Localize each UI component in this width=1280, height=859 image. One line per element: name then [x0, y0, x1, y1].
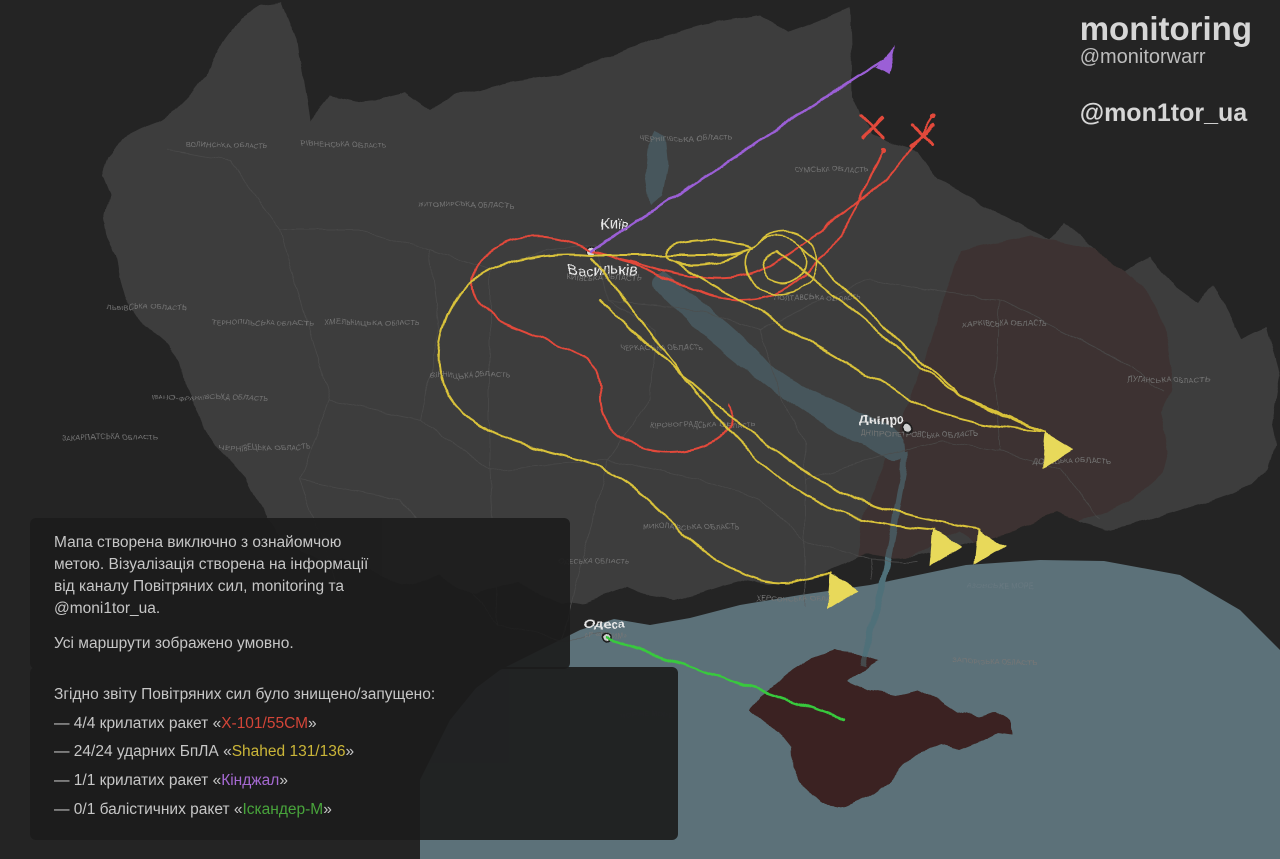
svg-text:АЗОВСЬКЕ МОРЕ: АЗОВСЬКЕ МОРЕ	[966, 581, 1035, 590]
svg-text:ЛУГАНСЬКА ОБЛАСТЬ: ЛУГАНСЬКА ОБЛАСТЬ	[1127, 375, 1209, 384]
svg-text:Одеса: Одеса	[585, 616, 625, 631]
svg-text:ІВАНО-ФРАНКІВСЬКА ОБЛАСТЬ: ІВАНО-ФРАНКІВСЬКА ОБЛАСТЬ	[152, 393, 268, 402]
svg-text:Дніпро: Дніпро	[860, 412, 905, 427]
svg-text:МИКОЛАЇВСЬКА ОБЛАСТЬ: МИКОЛАЇВСЬКА ОБЛАСТЬ	[643, 522, 740, 531]
svg-text:ТЕРНОПІЛЬСЬКА ОБЛАСТЬ: ТЕРНОПІЛЬСЬКА ОБЛАСТЬ	[211, 318, 312, 327]
svg-text:КІРОВОГРАДСЬКА ОБЛАСТЬ: КІРОВОГРАДСЬКА ОБЛАСТЬ	[650, 420, 755, 429]
svg-text:ЖИТОМИРСЬКА ОБЛАСТЬ: ЖИТОМИРСЬКА ОБЛАСТЬ	[416, 200, 513, 209]
svg-text:Київ: Київ	[600, 217, 629, 234]
svg-text:ЗАКАРПАТСЬКА ОБЛАСТЬ: ЗАКАРПАТСЬКА ОБЛАСТЬ	[62, 433, 159, 442]
svg-text:ЧЕРНІГІВСЬКА ОБЛАСТЬ: ЧЕРНІГІВСЬКА ОБЛАСТЬ	[640, 134, 732, 143]
svg-text:СУМСЬКА ОБЛАСТЬ: СУМСЬКА ОБЛАСТЬ	[795, 165, 869, 174]
svg-text:ХАРКІВСЬКА ОБЛАСТЬ: ХАРКІВСЬКА ОБЛАСТЬ	[963, 319, 1048, 328]
svg-text:РІВНЕНСЬКА ОБЛАСТЬ: РІВНЕНСЬКА ОБЛАСТЬ	[302, 140, 388, 149]
svg-text:ХМЕЛЬНИЦЬКА ОБЛАСТЬ: ХМЕЛЬНИЦЬКА ОБЛАСТЬ	[324, 318, 419, 327]
svg-text:ЛЬВІВСЬКА ОБЛАСТЬ: ЛЬВІВСЬКА ОБЛАСТЬ	[107, 303, 187, 312]
svg-text:ВОЛИНСЬКА ОБЛАСТЬ: ВОЛИНСЬКА ОБЛАСТЬ	[185, 140, 269, 149]
svg-text:ЧЕРНІВЕЦЬКА ОБЛАСТЬ: ЧЕРНІВЕЦЬКА ОБЛАСТЬ	[220, 443, 311, 452]
svg-text:ДНІПРОПЕТРОВСЬКА ОБЛАСТЬ: ДНІПРОПЕТРОВСЬКА ОБЛАСТЬ	[861, 429, 979, 438]
svg-text:ЗАПОРІЗЬКА ОБЛАСТЬ: ЗАПОРІЗЬКА ОБЛАСТЬ	[952, 657, 1037, 666]
